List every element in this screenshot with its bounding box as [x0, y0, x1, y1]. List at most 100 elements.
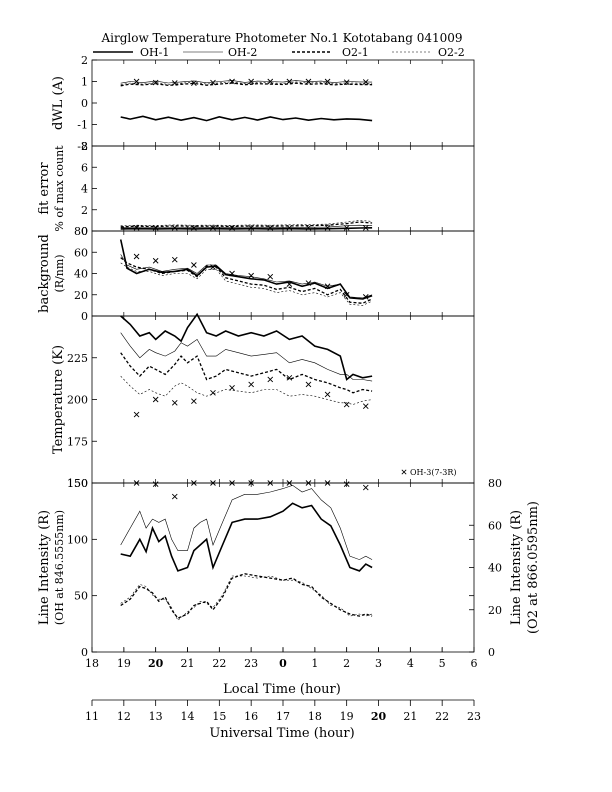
dwl-oh-3-7-3r-point: [133, 78, 140, 85]
background-oh-3-7-3r-point: [343, 291, 350, 298]
universal-time-label: Universal Time (hour): [209, 726, 354, 741]
line-intensity-oh-3-7-3r-point: [305, 480, 312, 486]
line-intensity-oh-3-7-3r-point: [210, 480, 216, 486]
temperature-ytick-label: 200: [67, 394, 88, 407]
temperature-o2-2-line: [120, 375, 373, 405]
line-intensity-y2tick-label: 0: [488, 646, 495, 659]
temperature-oh-1-line: [120, 312, 373, 381]
line-intensity-oh-3-7-3r-point: [267, 480, 274, 486]
universal-time-tick-label: 20: [371, 710, 387, 723]
legend-label-oh1: OH-1: [140, 46, 169, 59]
fit-error-oh-1-line: [120, 227, 373, 230]
dwl-oh-3-7-3r-point: [248, 78, 254, 85]
dwl-oh-3-7-3r-point: [152, 79, 159, 86]
local-time-tick-label: 1: [311, 657, 318, 670]
dwl-oh-3-7-3r-point: [286, 78, 293, 85]
dwl-oh-3-7-3r-point: [210, 79, 216, 86]
temperature-annotation-marker: [401, 469, 407, 475]
dwl-ytick-label: 0: [81, 97, 88, 110]
background-ytick-label: 0: [81, 310, 88, 323]
background-ytick-label: 60: [74, 246, 88, 259]
dwl-oh-3-7-3r-point: [191, 80, 197, 87]
universal-time-tick-label: 21: [403, 710, 417, 723]
fit-error-oh-3-7-3r-point: [305, 224, 312, 231]
dwl-oh-1-line: [120, 115, 373, 122]
temperature-ytick-label: 150: [67, 477, 88, 490]
fit-error-panel: 0 2 4 6 8 fit error% of max count: [37, 140, 475, 238]
temperature-o2-1-line: [120, 352, 373, 394]
dwl-oh-3-7-3r-point: [267, 78, 274, 85]
fit-error-frame: [91, 145, 475, 232]
background-ytick-label: 40: [74, 268, 88, 281]
temperature-oh-2-line: [120, 332, 373, 382]
background-ylabel-1: (R/nm): [53, 254, 66, 292]
line-intensity-y2tick-label: 20: [488, 604, 502, 617]
local-time-tick-label: 21: [181, 657, 195, 670]
background-oh-3-7-3r-point: [324, 283, 331, 290]
line-intensity-oh-3-7-3r-point: [171, 493, 178, 500]
temperature-oh-3-7-3r-point: [152, 396, 159, 403]
fit-error-ylabel-1: % of max count: [53, 145, 66, 232]
fit-error-oh-3-7-3r-point: [191, 224, 197, 231]
chart-title: Airglow Temperature Photometer No.1 Koto…: [100, 31, 462, 45]
local-time-tick-label: 20: [148, 657, 164, 670]
temperature-oh-3-7-3r-point: [191, 398, 197, 404]
local-time-tick-label: 18: [85, 657, 99, 670]
local-time-tick-label: 0: [279, 657, 287, 670]
dwl-oh-2-line: [120, 80, 373, 84]
fit-error-oh-3-7-3r-point: [229, 224, 235, 231]
dwl-ytick-label: -1: [77, 119, 88, 132]
line-intensity-oh-3-7-3r-point: [133, 480, 140, 486]
fit-error-oh-3-7-3r-point: [152, 224, 159, 231]
temperature-oh-3-7-3r-point: [286, 374, 293, 381]
fit-error-oh-3-7-3r-point: [171, 224, 178, 231]
temperature-oh-3-7-3r-point: [324, 391, 331, 398]
universal-time-tick-label: 19: [340, 710, 354, 723]
fit-error-ytick-label: 2: [81, 204, 88, 217]
background-ytick-label: 80: [74, 225, 88, 238]
dwl-oh-3-7-3r-point: [324, 78, 331, 85]
universal-time-axis: 11 12 13 14 15 16 17 18 19 20 21 22 23: [85, 699, 481, 723]
universal-time-tick-label: 15: [212, 710, 226, 723]
universal-time-tick-label: 17: [276, 710, 290, 723]
panels: -2 -1 0 1 2 dWL (A) 0 2 4 6 8 fit error% of max cou…: [37, 54, 541, 659]
background-ylabel-0: background: [37, 234, 52, 313]
fit-error-oh-3-7-3r-point: [248, 224, 254, 231]
line-intensity-oh-3-7-3r-point: [152, 481, 159, 487]
temperature-frame: [91, 315, 475, 484]
line-intensity-ytick-label: 50: [74, 590, 88, 603]
fit-error-ytick-label: 4: [81, 183, 88, 196]
line-intensity-ylabel-1: (OH at 846.5555nm): [53, 510, 66, 625]
background-oh-3-7-3r-point: [191, 262, 197, 268]
background-oh-3-7-3r-point: [152, 257, 159, 264]
line-intensity-ytick-label: 100: [67, 533, 88, 546]
line-intensity-o2-2-line: [120, 575, 373, 621]
fit-error-oh-3-7-3r-point: [133, 224, 140, 231]
line-intensity-oh-1-line: [120, 502, 373, 572]
legend: OH-1 OH-2 O2-1 O2-2: [93, 46, 465, 59]
line-intensity-oh-3-7-3r-point: [324, 480, 331, 486]
background-oh-2-line: [120, 254, 373, 299]
fit-error-oh-3-7-3r-point: [267, 224, 274, 231]
temperature-annotation-label: OH-3(7-3R): [410, 468, 456, 477]
line-intensity-y2tick-label: 60: [488, 519, 502, 532]
fit-error-oh-3-7-3r-point: [286, 224, 293, 231]
legend-label-oh2: OH-2: [228, 46, 257, 59]
dwl-oh-3-7-3r-point: [229, 78, 235, 85]
dwl-oh-3-7-3r-point: [362, 79, 369, 85]
dwl-plot-area: [120, 78, 373, 122]
background-oh-3-7-3r-point: [286, 281, 293, 287]
dwl-oh-3-7-3r-point: [343, 79, 350, 85]
background-oh-3-7-3r-point: [171, 256, 178, 263]
fit-error-oh-3-7-3r-point: [210, 224, 216, 231]
background-oh-3-7-3r-point: [229, 270, 235, 277]
fit-error-ytick-label: 6: [81, 161, 88, 174]
local-time-axis: 18 19 20 21 22 23 0 1 2 3 4 5 6: [85, 647, 478, 670]
temperature-oh-3-7-3r-point: [305, 381, 312, 388]
universal-time-tick-label: 14: [181, 710, 195, 723]
universal-time-tick-label: 23: [467, 710, 481, 723]
temperature-ylabel-0: Temperature (K): [51, 345, 66, 454]
temperature-oh-3-7-3r-point: [362, 403, 369, 409]
